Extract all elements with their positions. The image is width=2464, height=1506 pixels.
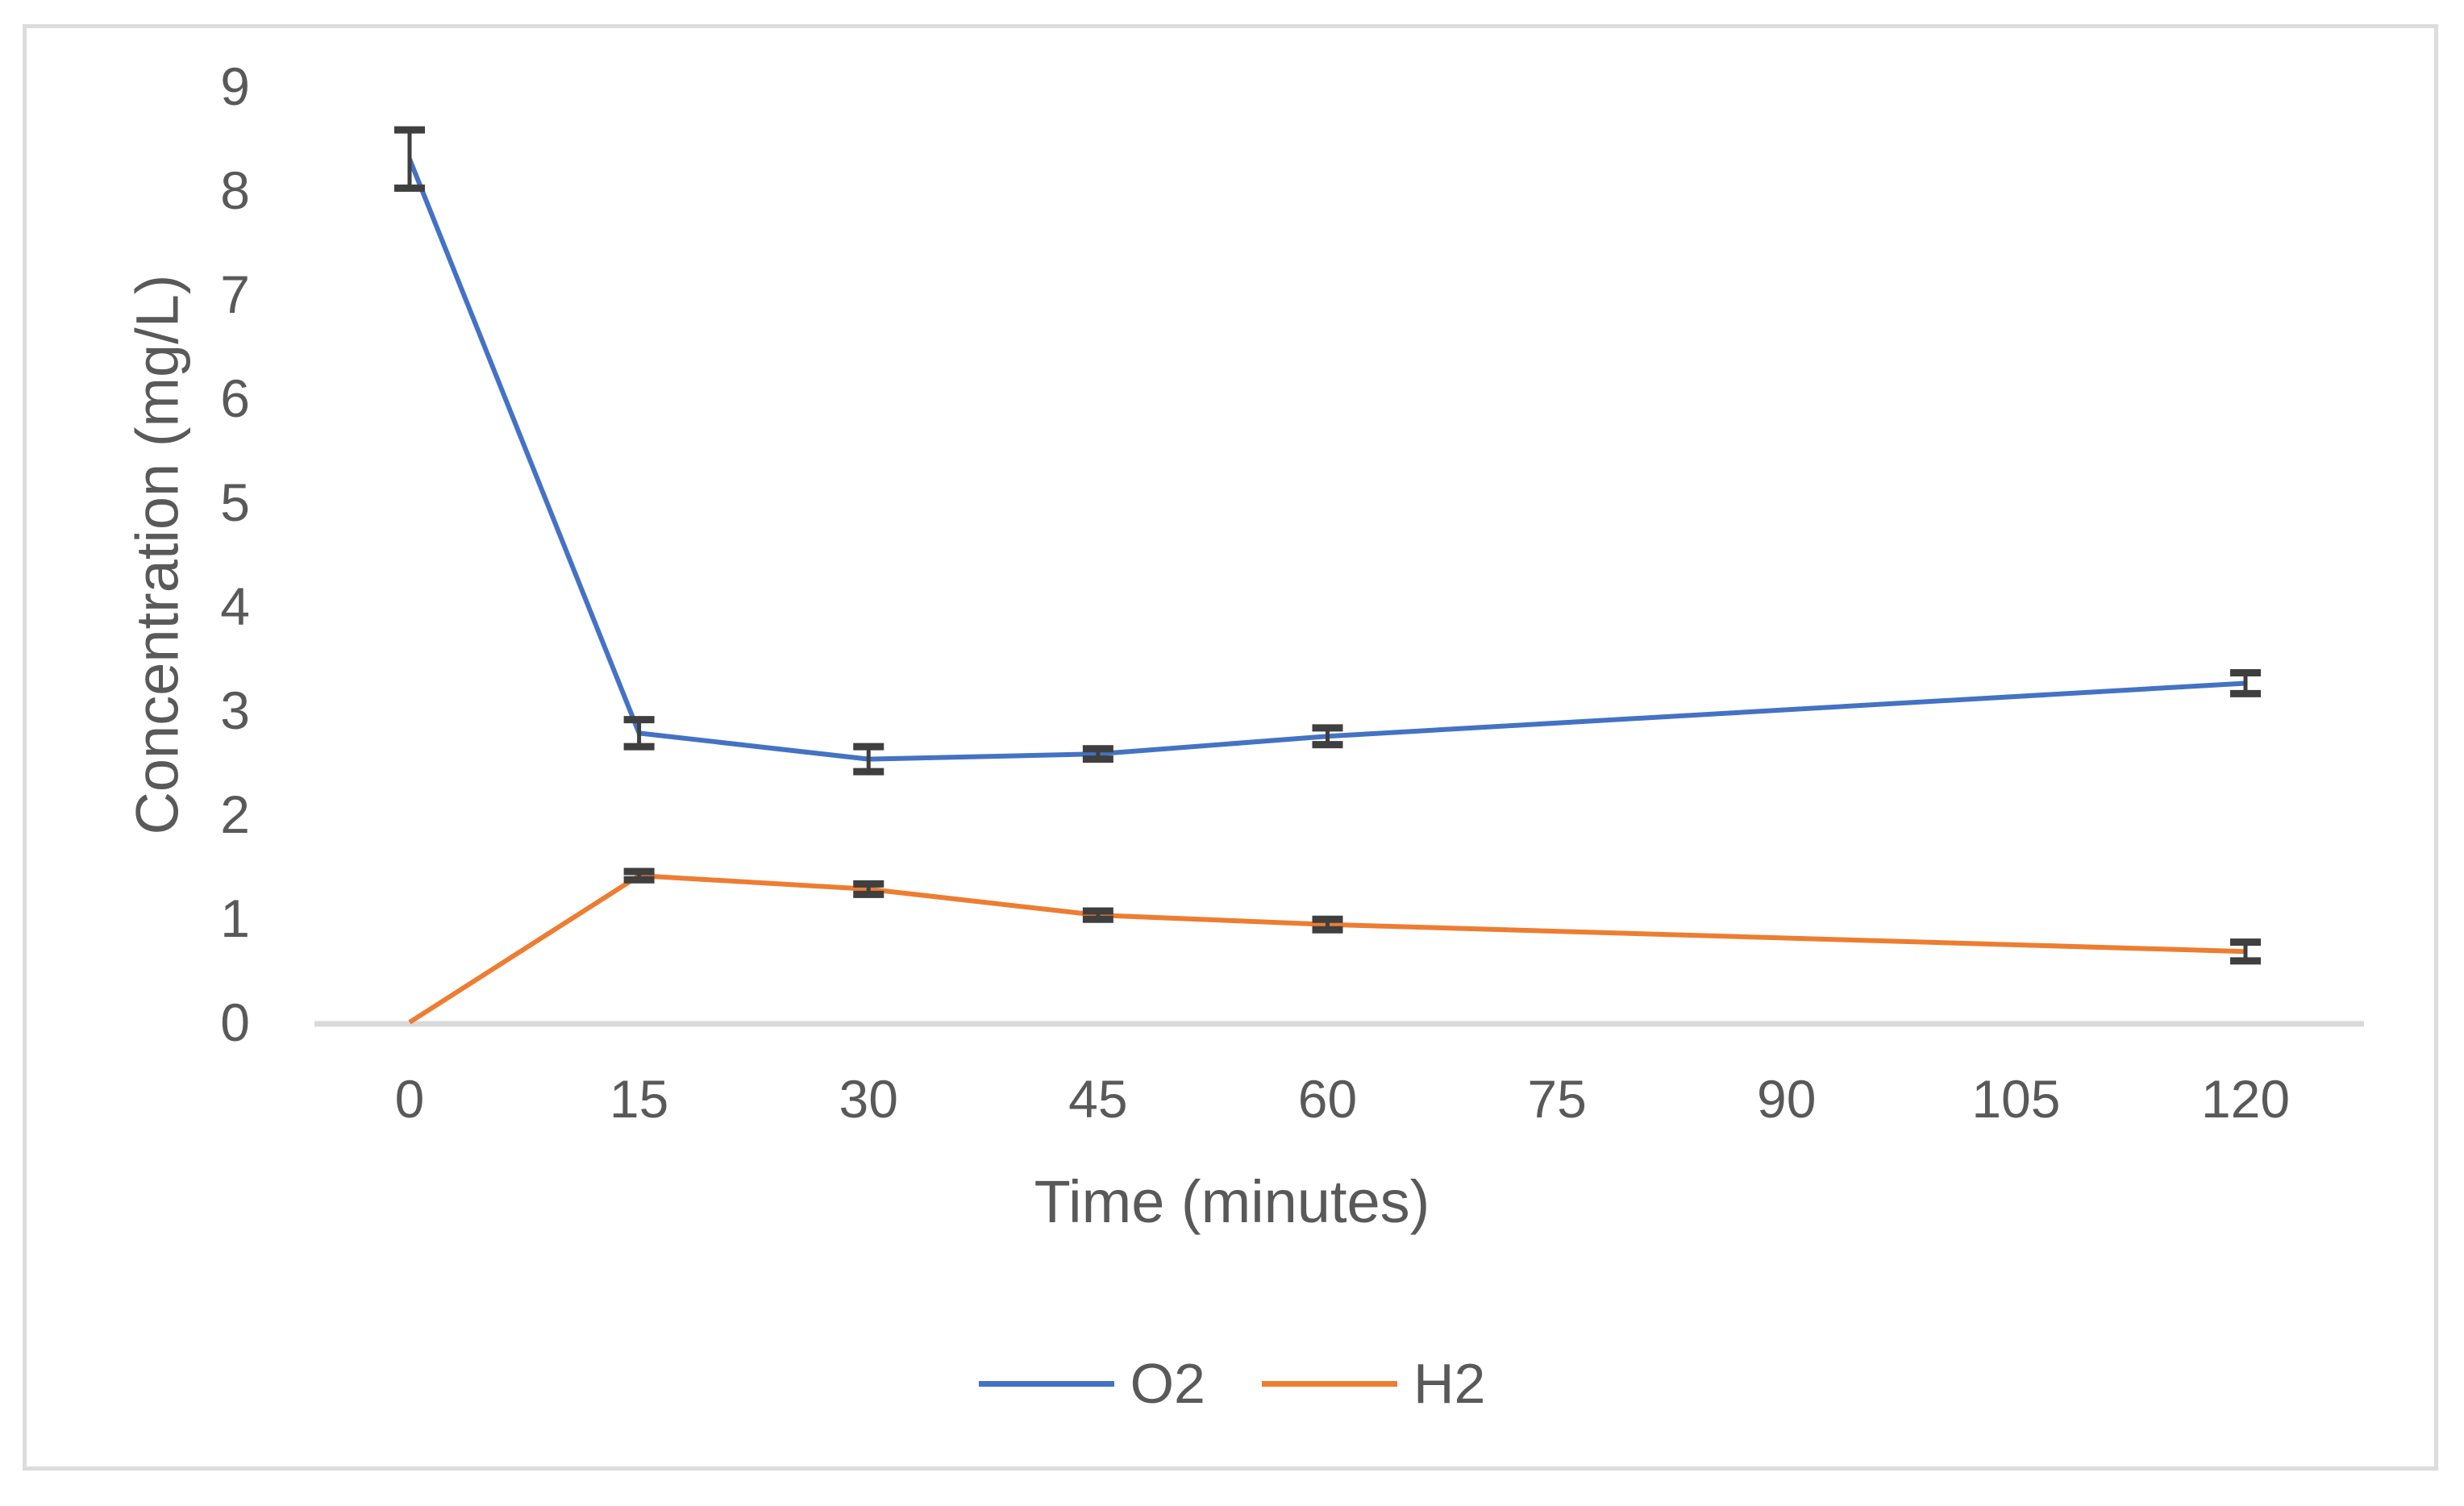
y-tick-label: 7 — [220, 264, 250, 324]
x-tick-label: 45 — [1068, 1069, 1127, 1129]
h2-line[interactable] — [408, 873, 2246, 1025]
legend-label-o2: O2 — [1130, 1352, 1205, 1415]
x-tick-label: 105 — [1971, 1069, 2060, 1129]
legend-line-h2-icon — [1261, 1380, 1397, 1387]
x-tick-label: 120 — [2201, 1069, 2290, 1129]
x-tick-label: 15 — [610, 1069, 668, 1129]
legend: O2 H2 — [0, 1351, 2464, 1416]
y-tick-label: 9 — [220, 56, 250, 116]
legend-item-o2[interactable]: O2 — [978, 1351, 1205, 1416]
x-axis-title: Time (minutes) — [1034, 1168, 1430, 1235]
y-tick-label: 5 — [220, 472, 250, 532]
o2-error-bars — [394, 126, 2261, 776]
o2-line[interactable] — [407, 158, 2246, 762]
x-tick-label: 90 — [1757, 1069, 1816, 1129]
y-tick-label: 8 — [220, 160, 250, 220]
y-tick-label: 2 — [220, 784, 250, 844]
x-tick-label: 30 — [839, 1069, 898, 1129]
legend-line-o2-icon — [978, 1380, 1114, 1387]
y-tick-label: 4 — [220, 576, 250, 636]
h2-error-bars — [623, 867, 2261, 965]
y-tick-label: 1 — [220, 888, 250, 948]
y-tick-label: 3 — [220, 680, 250, 740]
y-tick-label: 0 — [220, 992, 250, 1052]
x-tick-label: 60 — [1298, 1069, 1357, 1129]
x-tick-label: 75 — [1527, 1069, 1586, 1129]
y-tick-label: 6 — [220, 368, 250, 428]
x-tick-label: 0 — [395, 1069, 425, 1129]
legend-item-h2[interactable]: H2 — [1261, 1351, 1486, 1416]
y-axis-title-text: Concentration (mg/L) — [123, 274, 191, 835]
legend-label-h2: H2 — [1413, 1352, 1486, 1415]
